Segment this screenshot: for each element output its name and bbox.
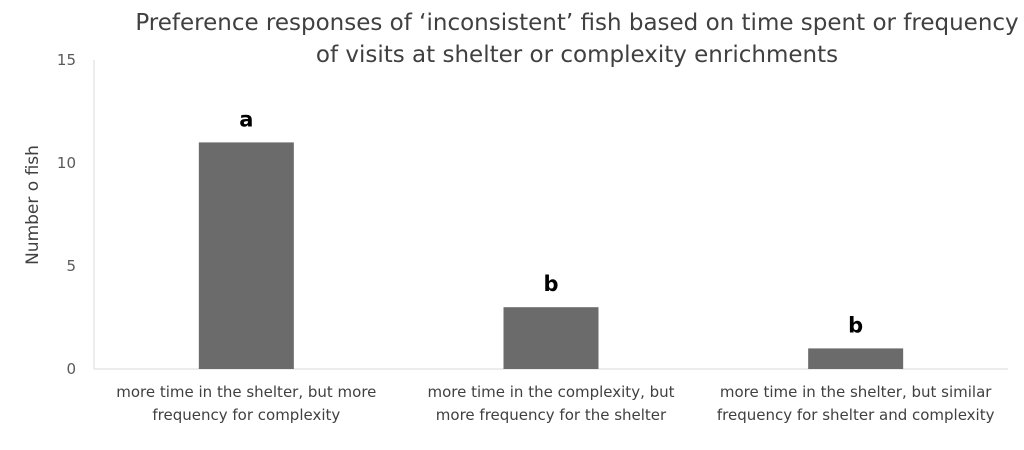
category-label: frequency for complexity [152, 406, 340, 424]
data-label: a [239, 107, 253, 131]
data-labels: a b b [239, 107, 863, 337]
bar [503, 307, 599, 369]
y-tick-label: 10 [57, 154, 76, 172]
bars [198, 142, 904, 369]
category-labels: more time in the shelter, but more freque… [116, 383, 994, 424]
y-tick-label: 0 [66, 360, 76, 378]
chart-title-line-2: of visits at shelter or complexity enric… [316, 42, 838, 68]
category-label: frequency for shelter and complexity [717, 406, 995, 424]
data-label: b [848, 313, 863, 337]
y-tick-label: 15 [57, 51, 76, 69]
category-label: more time in the shelter, but similar [720, 383, 992, 401]
data-label: b [543, 272, 558, 296]
category-label: more time in the shelter, but more [116, 383, 376, 401]
bar [808, 348, 904, 369]
y-axis-label: Number o fish [23, 145, 43, 265]
y-tick-label: 5 [66, 257, 76, 275]
category-label: more time in the complexity, but [427, 383, 674, 401]
chart-title-line-1: Preference responses of ‘inconsistent’ f… [135, 10, 1018, 36]
category-label: more frequency for the shelter [436, 406, 667, 424]
bar [198, 142, 294, 369]
y-tick-labels: 0 5 10 15 [57, 51, 76, 378]
